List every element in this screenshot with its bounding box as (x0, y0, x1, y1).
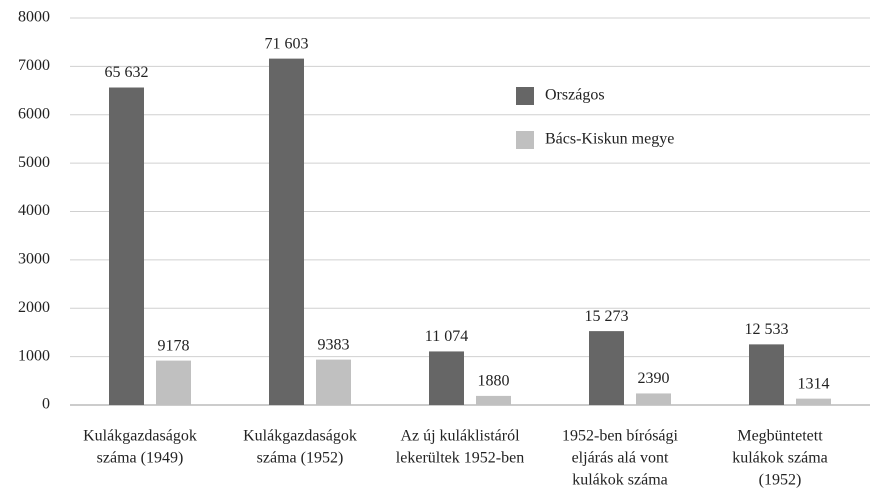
y-tick-label: 2000 (18, 299, 50, 316)
legend-label: Országos (545, 87, 605, 104)
y-tick-label: 3000 (18, 251, 50, 268)
value-label: 15 273 (585, 308, 629, 325)
y-tick-label: 1000 (18, 347, 50, 364)
bar (476, 395, 511, 405)
value-label: 9383 (318, 336, 350, 353)
legend-swatch (516, 131, 534, 149)
value-label: 9178 (158, 337, 190, 354)
bar (749, 344, 784, 405)
y-tick-label: 5000 (18, 154, 50, 171)
x-tick-label: 1952-ben bírósági (562, 428, 679, 445)
y-tick-label: 0 (42, 396, 50, 413)
x-tick-label: eljárás alá vont (572, 450, 669, 467)
value-label: 1880 (478, 373, 510, 390)
bar (269, 58, 304, 406)
bar (109, 87, 144, 406)
value-label: 2390 (638, 370, 670, 387)
x-tick-label: lekerültek 1952-ben (396, 450, 524, 467)
value-label: 71 603 (265, 35, 309, 52)
y-tick-label: 4000 (18, 202, 50, 219)
bar (156, 360, 191, 405)
x-tick-label: Kulákgazdaságok (83, 428, 197, 445)
x-tick-label: száma (1949) (97, 450, 184, 467)
bar (316, 359, 351, 405)
legend-swatch (516, 87, 534, 105)
x-tick-label: Kulákgazdaságok (243, 428, 357, 445)
value-label: 1314 (798, 375, 830, 392)
x-tick-label: kulákok száma (732, 450, 828, 467)
y-tick-label: 6000 (18, 105, 50, 122)
x-tick-label: (1952) (759, 472, 802, 489)
bar (796, 398, 831, 405)
bar (589, 331, 624, 405)
bar (429, 351, 464, 405)
x-tick-label: száma (1952) (257, 450, 344, 467)
value-label: 11 074 (425, 328, 468, 345)
legend-label: Bács-Kiskun megye (545, 131, 674, 148)
x-tick-label: kulákok száma (572, 472, 668, 489)
y-tick-label: 7000 (18, 57, 50, 74)
x-tick-label: Megbüntetett (737, 428, 823, 445)
bar (636, 393, 671, 405)
y-tick-label: 8000 (18, 9, 50, 26)
x-tick-label: Az új kuláklistáról (400, 428, 520, 445)
value-label: 12 533 (745, 321, 789, 338)
value-label: 65 632 (105, 64, 149, 81)
